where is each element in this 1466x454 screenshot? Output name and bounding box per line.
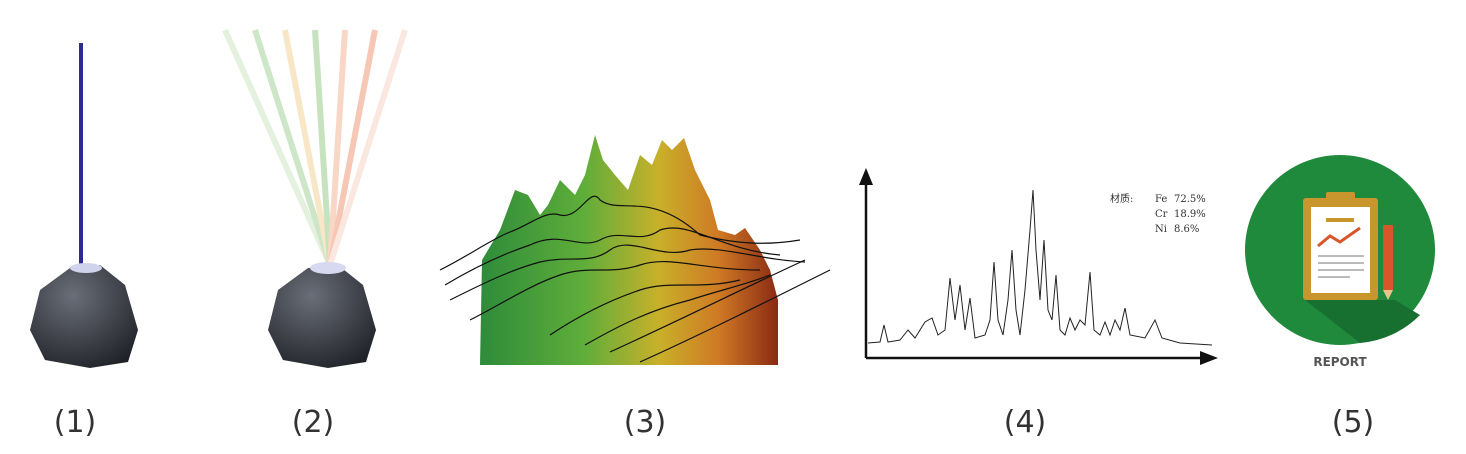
step-label: (1) — [54, 405, 97, 440]
rock — [30, 265, 138, 368]
element: Ni — [1155, 224, 1167, 235]
element: Cr — [1155, 209, 1168, 220]
rock — [268, 265, 376, 368]
panel-spectra-3d — [439, 135, 831, 365]
step-label: (3) — [624, 405, 667, 440]
percent: 72.5% — [1174, 194, 1206, 205]
spectra-surface — [480, 135, 778, 365]
pencil-tip — [1383, 290, 1393, 300]
plasma — [70, 263, 102, 273]
element: Fe — [1155, 194, 1167, 205]
plasma — [310, 262, 346, 274]
panel-report: REPORT — [1245, 155, 1435, 369]
panel-rock-2 — [268, 262, 376, 368]
arrow — [1200, 351, 1218, 365]
step-label: (5) — [1332, 405, 1375, 440]
badge-label: REPORT — [1313, 355, 1367, 369]
step-label: (4) — [1004, 405, 1047, 440]
trend — [1317, 226, 1361, 248]
composition-rows: Fe 72.5% Cr 18.9% Ni 8.6% — [1155, 194, 1206, 235]
panel-plasma — [222, 28, 408, 267]
clip — [1326, 192, 1355, 204]
shadow — [1305, 300, 1420, 343]
emission-rays — [222, 28, 408, 267]
panel-spectrum: 材质: Fe 72.5% Cr 18.9% Ni 8.6% — [859, 168, 1218, 365]
spectrum-line — [867, 189, 1213, 346]
step-label: (2) — [292, 405, 335, 440]
pencil — [1383, 225, 1393, 290]
spectra-lines — [439, 195, 831, 363]
paper-line — [1326, 218, 1354, 222]
paper-lines — [1318, 255, 1364, 278]
arrow — [859, 168, 873, 185]
panel-laser — [30, 43, 138, 368]
composition-title: 材质: — [1110, 192, 1133, 205]
percent: 18.9% — [1174, 209, 1206, 220]
percent: 8.6% — [1174, 224, 1199, 235]
